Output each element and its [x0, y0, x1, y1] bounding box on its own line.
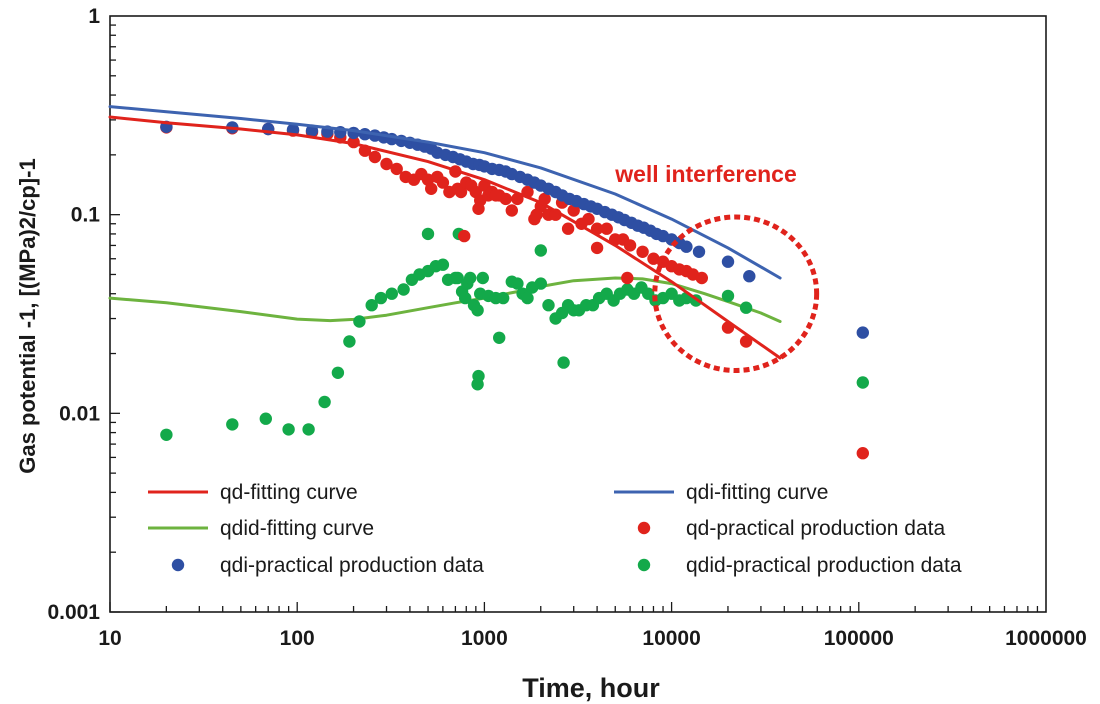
qd-practical-production-data-point	[647, 252, 660, 265]
qd-practical-production-data-point	[472, 202, 485, 215]
qdid-practical-production-data-point	[739, 301, 753, 314]
legend-label-qd-practical-production-data: qd-practical production data	[686, 517, 945, 540]
y-tick-label: 0.1	[71, 204, 101, 227]
qdid-practical-production-data-point	[331, 366, 345, 379]
x-axis-title: Time, hour	[522, 673, 660, 703]
qdid-practical-production-data-point	[421, 227, 435, 241]
qd-practical-production-data-point	[561, 222, 575, 235]
x-tick-label: 10	[98, 627, 121, 650]
qdid-practical-production-data-point	[343, 335, 356, 348]
qdid-practical-production-data-point	[464, 271, 477, 285]
axes: 10 100 1000 10000 100000 1000000 1 0.1 0.01 0.001	[47, 5, 1086, 650]
x-tick-label: 1000	[461, 627, 508, 650]
qdi-practical-production-data-point	[347, 126, 360, 140]
qdi-practical-production-data-point	[692, 245, 706, 258]
qdid-practical-production-data-point	[436, 258, 450, 271]
plot-frame	[109, 15, 1047, 613]
qd-practical-production-data-point	[530, 208, 543, 221]
qdid-practical-production-data-point	[318, 395, 331, 409]
qdid-practical-production-data-point	[534, 277, 547, 290]
legend-label-qdid-practical-production-data: qdid-practical production data	[686, 554, 962, 577]
legend-swatch-qdid-practical-production-data	[637, 558, 651, 572]
qdid-practical-production-data-point	[534, 244, 547, 257]
qd-practical-production-data-point	[425, 182, 438, 195]
qdi-practical-production-data-point	[743, 270, 756, 283]
qdid-practical-production-data-point	[374, 291, 388, 305]
chart-marks	[108, 105, 869, 460]
qdid-practical-production-data-point	[385, 287, 398, 300]
qd-practical-production-data-point	[623, 239, 637, 252]
qd-practical-production-data-point	[621, 271, 634, 285]
legend-swatch-qdi-practical-production-data	[171, 558, 185, 572]
annotation-group: well interference	[614, 161, 820, 373]
well-interference-circle	[652, 214, 820, 373]
qdid-practical-production-data-point	[353, 315, 366, 328]
x-tick-label: 100000	[824, 627, 894, 650]
y-tick-label: 1	[88, 5, 100, 28]
x-tick-label: 1000000	[1005, 627, 1087, 650]
qdid-practical-production-data-point	[521, 291, 534, 305]
qdi-fitting-curve-line	[108, 105, 782, 280]
qd-practical-production-data-point	[856, 447, 869, 460]
qdid-practical-production-data-point	[472, 369, 485, 383]
qd-practical-production-data-point	[600, 222, 613, 235]
qd-practical-production-data-point	[590, 241, 604, 255]
qdid-practical-production-data-point	[497, 291, 510, 305]
qdid-practical-production-data-point	[226, 418, 239, 431]
qdid-practical-production-data-point	[721, 289, 735, 303]
annotation-text: well interference	[614, 161, 797, 187]
y-tick-label: 0.01	[59, 402, 100, 425]
y-axis-title: Gas potential -1, [(MPa)2/cp]-1	[15, 158, 40, 473]
legend-label-qdid-fitting-curve: qdid-fitting curve	[220, 517, 374, 540]
x-tick-label: 10000	[642, 627, 700, 650]
qd-fitting-curve-line	[108, 115, 782, 360]
qdid-practical-production-data-point	[451, 271, 464, 285]
legend-label-qd-fitting-curve: qd-fitting curve	[220, 481, 358, 504]
qdid-practical-production-data-point	[160, 428, 173, 441]
qdi-practical-production-data-point	[721, 255, 735, 268]
qd-practical-production-data-point	[489, 189, 502, 202]
qd-practical-production-data-point	[695, 271, 708, 285]
qd-practical-production-data-point	[582, 212, 595, 226]
qdid-practical-production-data-point	[476, 271, 489, 285]
qdid-practical-production-data-point	[542, 299, 555, 312]
qdid-practical-production-data-point	[302, 423, 315, 436]
x-tick-label: 100	[280, 627, 315, 650]
y-tick-label: 0.001	[47, 601, 100, 624]
qd-practical-production-data-point	[567, 204, 580, 217]
plot-border	[109, 15, 1047, 613]
qdid-practical-production-data-point	[471, 304, 484, 317]
qdid-practical-production-data-point	[459, 291, 472, 305]
qd-practical-production-data-point	[499, 192, 512, 206]
qdid-practical-production-data-point	[259, 412, 272, 425]
qd-practical-production-data-point	[390, 162, 403, 176]
qdid-practical-production-data-point	[493, 331, 506, 344]
qd-practical-production-data-point	[454, 185, 468, 199]
legend: qd-fitting curve qdi-fitting curve qdid-fi…	[148, 481, 962, 577]
legend-swatch-qd-practical-production-data	[637, 521, 651, 535]
qd-practical-production-data-point	[458, 229, 471, 243]
qdid-practical-production-data-point	[397, 283, 410, 296]
qd-practical-production-data-point	[505, 204, 518, 217]
qdi-practical-production-data-point	[680, 240, 693, 253]
qd-practical-production-data-point	[368, 150, 382, 164]
qdid-practical-production-data-point	[365, 299, 378, 312]
legend-label-qdi-practical-production-data: qdi-practical production data	[220, 554, 484, 577]
qdid-practical-production-data-point	[282, 423, 295, 436]
legend-label-qdi-fitting-curve: qdi-fitting curve	[686, 481, 828, 504]
qd-practical-production-data-point	[380, 157, 393, 171]
qdid-practical-production-data-point	[557, 356, 570, 369]
qd-practical-production-data-point	[636, 245, 649, 258]
qdi-practical-production-data-point	[856, 326, 869, 339]
qdid-practical-production-data-point	[856, 376, 869, 389]
qd-practical-production-data-point	[739, 335, 753, 348]
qdid-practical-production-data-point	[511, 277, 524, 290]
qd-practical-production-data-point	[436, 176, 450, 189]
